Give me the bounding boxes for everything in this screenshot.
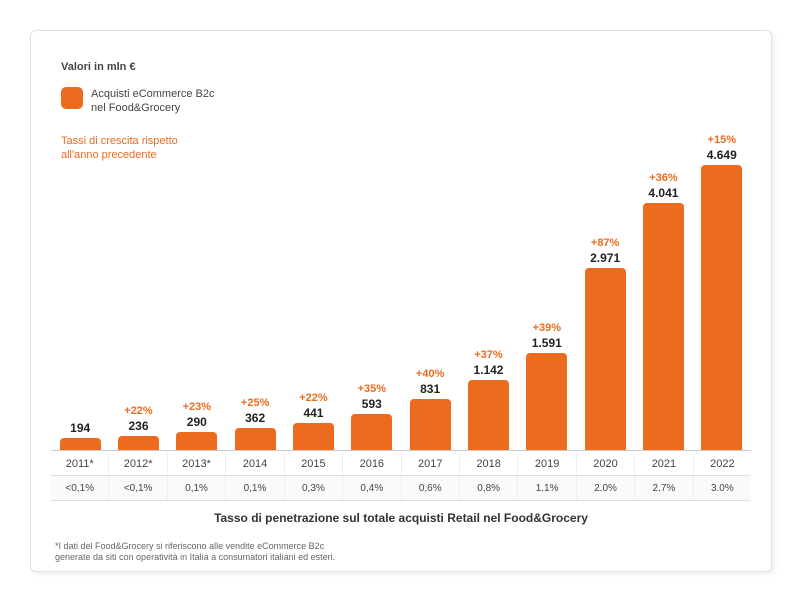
- growth-label: +15%: [708, 134, 736, 146]
- bar: [176, 432, 217, 450]
- bar: [526, 353, 567, 450]
- growth-label: +25%: [241, 397, 269, 409]
- footnote: *I dati del Food&Grocery si riferiscono …: [55, 541, 335, 563]
- bar-col: +23% 290: [168, 60, 226, 450]
- bar-col: +22% 441: [284, 60, 342, 450]
- xaxis-label: 2011*: [51, 453, 108, 475]
- xaxis-label: 2022: [693, 453, 751, 475]
- xaxis-label: 2018: [459, 453, 517, 475]
- bar-col: +87% 2.971: [576, 60, 634, 450]
- penetration-cell: 2.0%: [576, 476, 634, 500]
- growth-label: +35%: [358, 383, 386, 395]
- xaxis-label: 2013*: [167, 453, 225, 475]
- xaxis-label: 2021: [634, 453, 692, 475]
- value-label: 290: [187, 415, 207, 429]
- xaxis-label: 2019: [517, 453, 575, 475]
- penetration-cell: 0,4%: [342, 476, 400, 500]
- penetration-cell: 3.0%: [693, 476, 751, 500]
- bar: [585, 268, 626, 450]
- value-label: 4.041: [648, 186, 678, 200]
- bar: [118, 436, 159, 450]
- bar: [468, 380, 509, 450]
- penetration-cell: 0,1%: [225, 476, 283, 500]
- value-label: 441: [303, 406, 323, 420]
- xaxis-label: 2012*: [108, 453, 166, 475]
- penetration-cell: <0,1%: [108, 476, 166, 500]
- growth-label: +36%: [649, 172, 677, 184]
- growth-label: +22%: [124, 405, 152, 417]
- bar: [410, 399, 451, 450]
- penetration-cell: 1.1%: [517, 476, 575, 500]
- bar: [60, 438, 101, 450]
- bar-col: +15% 4.649: [693, 60, 751, 450]
- value-label: 1.142: [473, 363, 503, 377]
- bar-col: 194: [51, 60, 109, 450]
- growth-label: +87%: [591, 237, 619, 249]
- growth-label: +37%: [474, 349, 502, 361]
- penetration-cell: 0,6%: [401, 476, 459, 500]
- growth-label: +40%: [416, 368, 444, 380]
- penetration-title: Tasso di penetrazione sul totale acquist…: [31, 511, 771, 525]
- xaxis-label: 2014: [225, 453, 283, 475]
- xaxis-label: 2015: [284, 453, 342, 475]
- bar-col: +37% 1.142: [459, 60, 517, 450]
- bar-col: +35% 593: [343, 60, 401, 450]
- bar: [293, 423, 334, 450]
- value-label: 593: [362, 397, 382, 411]
- value-label: 4.649: [707, 148, 737, 162]
- bar: [701, 165, 742, 450]
- bar-col: +40% 831: [401, 60, 459, 450]
- growth-label: +22%: [299, 392, 327, 404]
- xaxis-label: 2020: [576, 453, 634, 475]
- bar-col: +25% 362: [226, 60, 284, 450]
- bar: [351, 414, 392, 450]
- penetration-cell: 0,1%: [167, 476, 225, 500]
- penetration-cell: 0,3%: [284, 476, 342, 500]
- value-label: 362: [245, 411, 265, 425]
- bars-region: 194 +22% 236 +23% 290 +25% 362 +22% 441 +35% 593 +4…: [51, 61, 751, 451]
- value-label: 194: [70, 421, 90, 435]
- value-label: 1.591: [532, 336, 562, 350]
- value-label: 2.971: [590, 251, 620, 265]
- growth-label: +23%: [183, 401, 211, 413]
- xaxis-row: 2011*2012*2013*2014201520162017201820192…: [51, 453, 751, 475]
- bar-col: +36% 4.041: [634, 60, 692, 450]
- value-label: 236: [128, 419, 148, 433]
- bar: [643, 203, 684, 450]
- penetration-cell: 0,8%: [459, 476, 517, 500]
- penetration-cell: 2.7%: [634, 476, 692, 500]
- xaxis-label: 2017: [401, 453, 459, 475]
- value-label: 831: [420, 382, 440, 396]
- xaxis-label: 2016: [342, 453, 400, 475]
- penetration-row: <0,1%<0,1%0,1%0,1%0,3%0,4%0,6%0,8%1.1%2.…: [51, 475, 751, 501]
- penetration-cell: <0,1%: [51, 476, 108, 500]
- growth-label: +39%: [533, 322, 561, 334]
- bar-col: +22% 236: [109, 60, 167, 450]
- bar-col: +39% 1.591: [518, 60, 576, 450]
- chart-container: Valori in mln € Acquisti eCommerce B2cne…: [30, 30, 772, 572]
- bar: [235, 428, 276, 450]
- bars-row: 194 +22% 236 +23% 290 +25% 362 +22% 441 +35% 593 +4…: [51, 60, 751, 451]
